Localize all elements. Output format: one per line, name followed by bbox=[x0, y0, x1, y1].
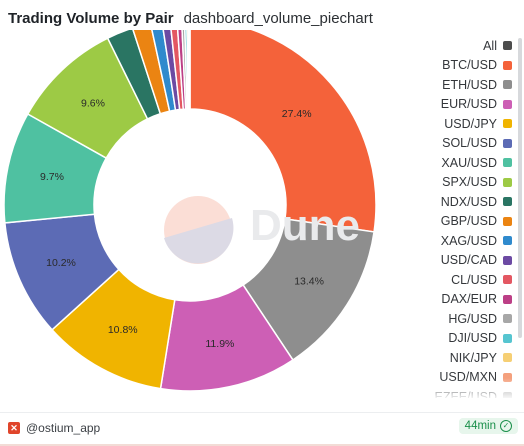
legend-label: SOL/USD bbox=[442, 136, 497, 151]
author-name: @ostium_app bbox=[26, 421, 101, 435]
legend-item[interactable]: NDX/USD bbox=[430, 192, 520, 212]
author-link[interactable]: ✕ @ostium_app bbox=[8, 421, 100, 435]
slice-label: 11.9% bbox=[205, 338, 234, 350]
slice-label: 13.4% bbox=[294, 275, 324, 287]
slice-label: 9.7% bbox=[40, 171, 64, 183]
legend-swatch bbox=[503, 60, 512, 70]
legend-label: GBP/USD bbox=[440, 214, 497, 229]
chart-legend[interactable]: All BTC/USD ETH/USD EUR/USD USD/JPY SOL/USD XA… bbox=[430, 36, 520, 398]
legend-label: XAU/USD bbox=[441, 155, 497, 170]
legend-item[interactable]: CL/USD bbox=[430, 270, 520, 290]
legend-swatch bbox=[503, 99, 512, 109]
card-footer: ✕ @ostium_app 44min ✓ bbox=[0, 412, 524, 446]
legend-label: SPX/USD bbox=[442, 175, 497, 190]
legend-label: EUR/USD bbox=[440, 97, 497, 112]
legend-swatch bbox=[503, 41, 512, 51]
legend-swatch bbox=[503, 294, 512, 304]
legend-label: DAX/EUR bbox=[441, 292, 497, 307]
legend-item[interactable]: DAX/EUR bbox=[430, 290, 520, 310]
legend-swatch bbox=[503, 255, 512, 265]
legend-item[interactable]: HG/USD bbox=[430, 309, 520, 329]
chart-title: Trading Volume by Pair bbox=[8, 9, 174, 27]
legend-item[interactable]: XAU/USD bbox=[430, 153, 520, 173]
legend-item[interactable]: USD/MXN bbox=[430, 368, 520, 388]
legend-swatch bbox=[503, 353, 512, 363]
legend-label: BTC/USD bbox=[442, 58, 497, 73]
legend-label: CL/USD bbox=[451, 272, 497, 287]
slice-label: 27.4% bbox=[282, 108, 312, 120]
legend-swatch bbox=[503, 392, 512, 398]
legend-label: USD/CAD bbox=[440, 253, 497, 268]
legend-swatch bbox=[503, 138, 512, 148]
check-circle-icon: ✓ bbox=[500, 420, 512, 432]
pie-slice-usd-mxn[interactable] bbox=[187, 30, 191, 110]
legend-item[interactable]: NIK/JPY bbox=[430, 348, 520, 368]
legend-swatch bbox=[503, 177, 512, 187]
legend-item[interactable]: SOL/USD bbox=[430, 134, 520, 154]
legend-label: USD/MXN bbox=[439, 370, 497, 385]
legend-swatch bbox=[503, 216, 512, 226]
pie-slice-btc-usd[interactable] bbox=[189, 30, 377, 233]
legend-item[interactable]: ETH/USD bbox=[430, 75, 520, 95]
slice-labels: 27.4% 13.4% 11.9% 10.8% 10.2% 9.7% 9.6% bbox=[40, 98, 324, 350]
legend-item[interactable]: DJI/USD bbox=[430, 329, 520, 349]
legend-swatch bbox=[503, 314, 512, 324]
legend-label: All bbox=[483, 38, 497, 53]
legend-swatch bbox=[503, 333, 512, 343]
legend-label: XAG/USD bbox=[440, 233, 497, 248]
legend-swatch bbox=[503, 236, 512, 246]
legend-item[interactable]: USD/CAD bbox=[430, 251, 520, 271]
legend-item[interactable]: EZEE/USD bbox=[430, 387, 520, 398]
legend-label: EZEE/USD bbox=[434, 389, 497, 398]
legend-item[interactable]: GBP/USD bbox=[430, 212, 520, 232]
legend-scrollbar[interactable] bbox=[518, 38, 522, 338]
legend-swatch bbox=[503, 158, 512, 168]
legend-swatch bbox=[503, 275, 512, 285]
legend-item[interactable]: All bbox=[430, 36, 520, 56]
slice-label: 10.2% bbox=[46, 257, 76, 269]
legend-label: NDX/USD bbox=[440, 194, 497, 209]
legend-swatch bbox=[503, 372, 512, 382]
chart-header: Trading Volume by Pair dashboard_volume_… bbox=[8, 8, 373, 28]
dune-logo-icon: ✕ bbox=[8, 422, 20, 434]
legend-swatch bbox=[503, 119, 512, 129]
legend-label: NIK/JPY bbox=[449, 350, 497, 365]
donut-center bbox=[164, 196, 234, 264]
watermark-logo-segment bbox=[164, 218, 234, 264]
query-name[interactable]: dashboard_volume_piechart bbox=[183, 9, 373, 27]
legend-label: DJI/USD bbox=[448, 331, 497, 346]
legend-item[interactable]: SPX/USD bbox=[430, 173, 520, 193]
dune-watermark: Dune bbox=[250, 201, 360, 250]
age-label: 44min bbox=[464, 420, 496, 432]
slice-label: 9.6% bbox=[81, 98, 105, 110]
pie-slices bbox=[3, 30, 377, 392]
legend-item[interactable]: EUR/USD bbox=[430, 95, 520, 115]
refresh-status-badge[interactable]: 44min ✓ bbox=[458, 418, 518, 434]
slice-label: 10.8% bbox=[108, 324, 138, 336]
legend-label: USD/JPY bbox=[444, 116, 497, 131]
legend-label: HG/USD bbox=[448, 311, 497, 326]
legend-item[interactable]: USD/JPY bbox=[430, 114, 520, 134]
legend-swatch bbox=[503, 197, 512, 207]
legend-item[interactable]: BTC/USD bbox=[430, 56, 520, 76]
legend-label: ETH/USD bbox=[442, 77, 497, 92]
legend-item[interactable]: XAG/USD bbox=[430, 231, 520, 251]
donut-chart: 27.4% 13.4% 11.9% 10.8% 10.2% 9.7% 9.6% Dune bbox=[3, 30, 377, 392]
legend-swatch bbox=[503, 80, 512, 90]
